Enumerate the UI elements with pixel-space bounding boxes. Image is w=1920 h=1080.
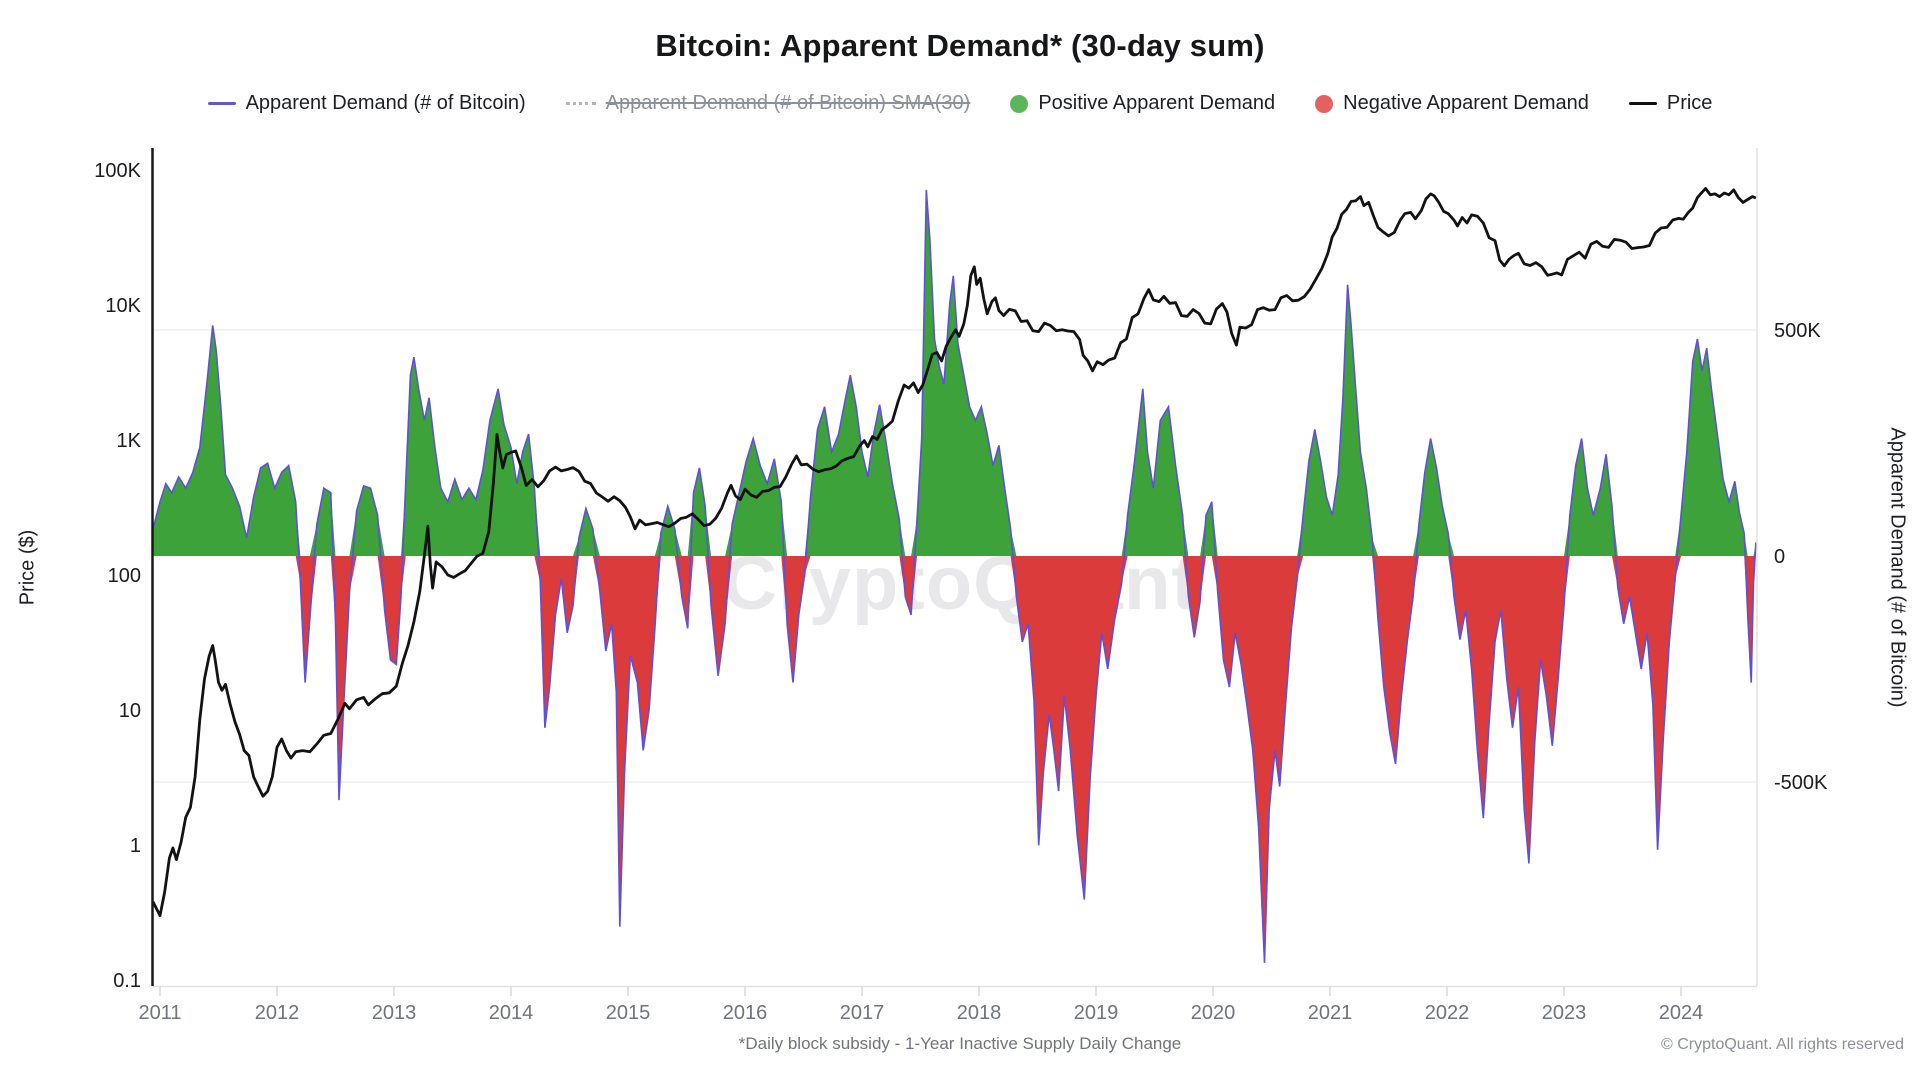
right-axis-title: Apparent Demand (# of Bitcoin) — [1886, 427, 1909, 708]
svg-text:1K: 1K — [117, 430, 142, 452]
left-axis-title: Price ($) — [16, 529, 39, 606]
svg-text:2015: 2015 — [606, 1002, 651, 1024]
svg-text:1: 1 — [130, 835, 141, 857]
svg-text:2012: 2012 — [255, 1002, 300, 1024]
green-dot-icon — [1010, 94, 1029, 113]
svg-text:2020: 2020 — [1191, 1002, 1236, 1024]
demand-area-series — [153, 189, 1757, 963]
svg-text:100: 100 — [108, 565, 141, 587]
legend-item-apparent-demand[interactable]: Apparent Demand (# of Bitcoin) — [207, 92, 526, 115]
legend-label: Price — [1666, 92, 1713, 114]
svg-text:2016: 2016 — [723, 1002, 768, 1024]
price-line-swatch-icon — [1628, 102, 1657, 105]
svg-text:100K: 100K — [94, 160, 141, 182]
legend-item-positive-apparent-demand[interactable]: Positive Apparent Demand — [1010, 92, 1275, 115]
svg-text:2018: 2018 — [957, 1002, 1002, 1024]
red-dot-icon — [1315, 94, 1334, 113]
svg-text:2011: 2011 — [138, 1002, 181, 1024]
legend-item-negative-apparent-demand[interactable]: Negative Apparent Demand — [1315, 92, 1589, 115]
svg-text:2023: 2023 — [1542, 1002, 1587, 1024]
svg-text:-500K: -500K — [1774, 772, 1828, 794]
price-axis-ticks: 100K 10K 1K 100 10 1 0.1 — [94, 160, 141, 992]
footnote: *Daily block subsidy - 1-Year Inactive S… — [738, 1034, 1182, 1053]
demand-axis-ticks: 500K 0 -500K — [1774, 320, 1828, 794]
legend-label: Negative Apparent Demand — [1343, 92, 1589, 114]
legend-item-price[interactable]: Price — [1628, 92, 1713, 115]
sma-dotted-line-swatch-icon — [565, 102, 596, 105]
svg-text:0.1: 0.1 — [113, 970, 141, 992]
negative-demand-area — [153, 556, 1756, 963]
svg-text:2021: 2021 — [1308, 1002, 1353, 1024]
legend-item-apparent-demand-sma30[interactable]: Apparent Demand (# of Bitcoin) SMA(30) — [565, 92, 971, 115]
legend-label: Positive Apparent Demand — [1038, 92, 1276, 114]
svg-text:2022: 2022 — [1425, 1002, 1470, 1024]
svg-text:2017: 2017 — [840, 1002, 885, 1024]
price-line — [153, 187, 1757, 917]
positive-demand-area — [153, 189, 1756, 556]
svg-text:2019: 2019 — [1074, 1002, 1119, 1024]
price-line-series — [153, 187, 1757, 917]
legend: Apparent Demand (# of Bitcoin) Apparent … — [0, 92, 1920, 115]
legend-label: Apparent Demand (# of Bitcoin) SMA(30) — [605, 92, 971, 114]
page-title: Bitcoin: Apparent Demand* (30-day sum) — [655, 28, 1265, 63]
svg-text:2024: 2024 — [1659, 1002, 1704, 1024]
x-axis-ticks: 2011 2012 2013 2014 2015 2016 2017 2018 2019 2020… — [138, 986, 1704, 1024]
svg-text:10K: 10K — [105, 295, 141, 317]
svg-text:2014: 2014 — [489, 1002, 534, 1024]
svg-text:2013: 2013 — [372, 1002, 417, 1024]
svg-text:0: 0 — [1774, 546, 1785, 568]
svg-text:10: 10 — [119, 700, 141, 722]
legend-label: Apparent Demand (# of Bitcoin) — [245, 92, 526, 114]
copyright: © CryptoQuant. All rights reserved — [1661, 1036, 1904, 1053]
demand-line-swatch-icon — [207, 102, 236, 105]
svg-text:500K: 500K — [1774, 320, 1821, 342]
demand-outline — [153, 189, 1757, 963]
